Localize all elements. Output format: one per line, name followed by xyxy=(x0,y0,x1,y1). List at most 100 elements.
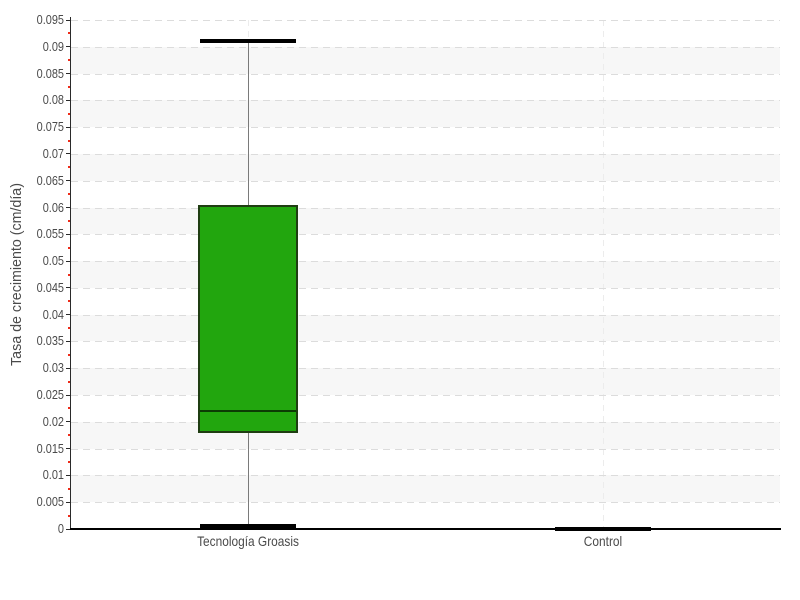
y-major-tick xyxy=(66,314,71,316)
y-major-tick xyxy=(66,394,71,396)
y-major-tick xyxy=(66,474,71,476)
y-tick-label: 0.095 xyxy=(36,12,64,27)
x-category-label: Tecnología Groasis xyxy=(197,533,300,549)
horizontal-gridline xyxy=(71,127,780,129)
y-minor-tick xyxy=(68,112,71,115)
y-minor-tick xyxy=(68,300,71,303)
y-tick-label: 0.09 xyxy=(42,38,64,54)
y-tick-label: 0.065 xyxy=(36,172,64,188)
y-minor-tick xyxy=(68,32,71,35)
horizontal-gridline xyxy=(71,314,780,316)
y-minor-tick xyxy=(68,514,71,517)
y-axis-title: Tasa de crecimiento (cm/día) xyxy=(7,183,25,366)
y-minor-tick xyxy=(68,139,71,142)
y-minor-tick xyxy=(68,461,71,464)
y-major-tick xyxy=(66,46,71,48)
y-axis-spine xyxy=(70,17,71,529)
whisker-cap-top xyxy=(200,39,297,44)
y-tick-label: 0.08 xyxy=(42,92,64,108)
y-minor-tick xyxy=(68,434,71,437)
box xyxy=(198,204,299,433)
plot-band xyxy=(71,46,780,74)
y-tick-label: 0 xyxy=(57,521,64,536)
y-tick-label: 0.03 xyxy=(42,360,64,376)
horizontal-gridline xyxy=(71,100,780,102)
y-tick-label: 0.005 xyxy=(36,494,64,510)
plot-band xyxy=(71,421,780,449)
vertical-gridline xyxy=(602,20,604,529)
y-major-tick xyxy=(66,340,71,342)
y-minor-tick xyxy=(68,487,71,490)
y-tick-label: 0.02 xyxy=(42,413,64,429)
horizontal-gridline xyxy=(71,421,780,423)
horizontal-gridline xyxy=(71,448,780,450)
y-major-tick xyxy=(66,501,71,503)
plot-band xyxy=(71,153,780,181)
y-tick-label: 0.025 xyxy=(36,387,64,403)
y-major-tick xyxy=(66,528,71,530)
y-tick-label: 0.075 xyxy=(36,119,64,135)
y-minor-tick xyxy=(68,246,71,249)
y-tick-label: 0.07 xyxy=(42,145,64,161)
x-axis-line xyxy=(70,528,781,530)
y-major-tick xyxy=(66,180,71,182)
horizontal-gridline xyxy=(71,207,780,209)
horizontal-gridline xyxy=(71,20,780,21)
horizontal-gridline xyxy=(71,502,780,504)
y-major-tick xyxy=(66,287,71,289)
y-axis-title-wrap: Tasa de crecimiento (cm/día) xyxy=(2,20,30,529)
y-minor-tick xyxy=(68,327,71,330)
y-minor-tick xyxy=(68,85,71,88)
horizontal-gridline xyxy=(71,368,780,370)
y-minor-tick xyxy=(68,193,71,196)
y-tick-label: 0.04 xyxy=(42,306,64,322)
plot-band xyxy=(71,261,780,288)
horizontal-gridline xyxy=(71,341,780,343)
y-major-tick xyxy=(66,448,71,450)
horizontal-gridline xyxy=(71,234,780,236)
horizontal-gridline xyxy=(71,261,780,263)
y-major-tick xyxy=(66,207,71,209)
y-tick-label: 0.01 xyxy=(42,467,64,483)
median-line xyxy=(200,410,297,413)
horizontal-gridline xyxy=(71,46,780,48)
y-tick-label: 0.045 xyxy=(36,279,64,295)
y-major-tick xyxy=(66,73,71,75)
plot-band xyxy=(71,475,780,503)
horizontal-gridline xyxy=(71,395,780,397)
y-major-tick xyxy=(66,260,71,262)
horizontal-gridline xyxy=(71,73,780,75)
y-major-tick xyxy=(66,233,71,235)
whisker-cap-bottom xyxy=(554,527,651,531)
y-minor-tick xyxy=(68,380,71,383)
y-minor-tick xyxy=(68,273,71,276)
y-tick-label: 0.035 xyxy=(36,333,64,349)
y-tick-label: 0.055 xyxy=(36,226,64,242)
y-minor-tick xyxy=(68,407,71,410)
plot-band xyxy=(71,314,780,342)
y-tick-label: 0.05 xyxy=(42,253,64,269)
y-minor-tick xyxy=(68,59,71,62)
y-minor-tick xyxy=(68,219,71,222)
y-tick-label: 0.06 xyxy=(42,199,64,215)
horizontal-gridline xyxy=(71,153,780,155)
y-major-tick xyxy=(66,421,71,423)
y-tick-label: 0.085 xyxy=(36,65,64,81)
y-major-tick xyxy=(66,99,71,101)
horizontal-gridline xyxy=(71,475,780,477)
horizontal-gridline xyxy=(71,287,780,289)
whisker-cap-bottom xyxy=(200,524,297,529)
plot-band xyxy=(71,207,780,235)
x-category-label: Control xyxy=(583,533,622,549)
y-major-tick xyxy=(66,19,71,21)
plot-band xyxy=(71,368,780,396)
y-major-tick xyxy=(66,126,71,128)
y-major-tick xyxy=(66,153,71,155)
y-minor-tick xyxy=(68,353,71,356)
horizontal-gridline xyxy=(71,180,780,182)
y-major-tick xyxy=(66,367,71,369)
plot-band xyxy=(71,100,780,128)
y-tick-label: 0.015 xyxy=(36,440,64,456)
